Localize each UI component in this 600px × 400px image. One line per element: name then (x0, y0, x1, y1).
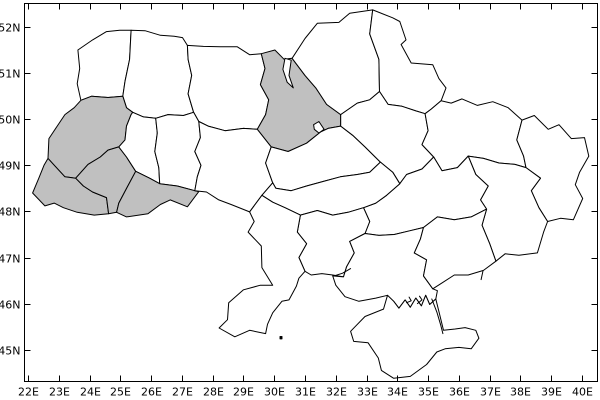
x-tick-label: 37E (480, 386, 501, 399)
x-tick-label: 34E (387, 386, 408, 399)
kaniv-reservoir (313, 121, 325, 134)
x-tick-label: 24E (80, 386, 101, 399)
dnieper-bug-estuary (333, 268, 352, 277)
x-tick-label: 36E (449, 386, 470, 399)
x-tick-label: 25E (110, 386, 131, 399)
sivash-lagoon-2 (416, 295, 423, 305)
x-tick-label: 32E (326, 386, 347, 399)
y-tick-label: 48N (0, 206, 21, 219)
x-tick-label: 30E (264, 386, 285, 399)
y-tick-label: 50N (0, 114, 21, 127)
y-tick-label: 46N (0, 299, 21, 312)
y-tick-label: 51N (0, 68, 21, 81)
y-tick-label: 45N (0, 345, 21, 358)
region-rivne (122, 29, 195, 119)
y-tick-label: 52N (0, 22, 21, 35)
sivash-lagoon-1 (406, 296, 412, 304)
region-zhytomyr (186, 44, 270, 132)
berdiansk-spit (480, 270, 484, 281)
x-tick-label: 31E (295, 386, 316, 399)
x-tick-label: 33E (357, 386, 378, 399)
y-tick-label: 49N (0, 160, 21, 173)
arabat-spit (431, 298, 444, 335)
x-tick-label: 29E (233, 386, 254, 399)
axes-frame (24, 3, 598, 382)
region-zaporizhzhia (413, 208, 497, 290)
x-tick-label: 23E (49, 386, 70, 399)
x-tick-label: 35E (418, 386, 439, 399)
kyiv-reservoir (282, 57, 294, 89)
snake-island (279, 336, 283, 340)
x-tick-label: 27E (172, 386, 193, 399)
region-crimea (350, 294, 480, 379)
x-tick-label: 38E (510, 386, 531, 399)
x-tick-label: 28E (203, 386, 224, 399)
y-tick-label: 47N (0, 253, 21, 266)
x-tick-label: 26E (141, 386, 162, 399)
region-chernivtsi (116, 170, 200, 218)
region-zakarpattia (32, 157, 110, 216)
region-khmelnytskyi (154, 111, 202, 192)
x-tick-label: 40E (572, 386, 593, 399)
x-tick-label: 39E (541, 386, 562, 399)
region-odesa (218, 194, 308, 338)
x-tick-label: 22E (18, 386, 39, 399)
